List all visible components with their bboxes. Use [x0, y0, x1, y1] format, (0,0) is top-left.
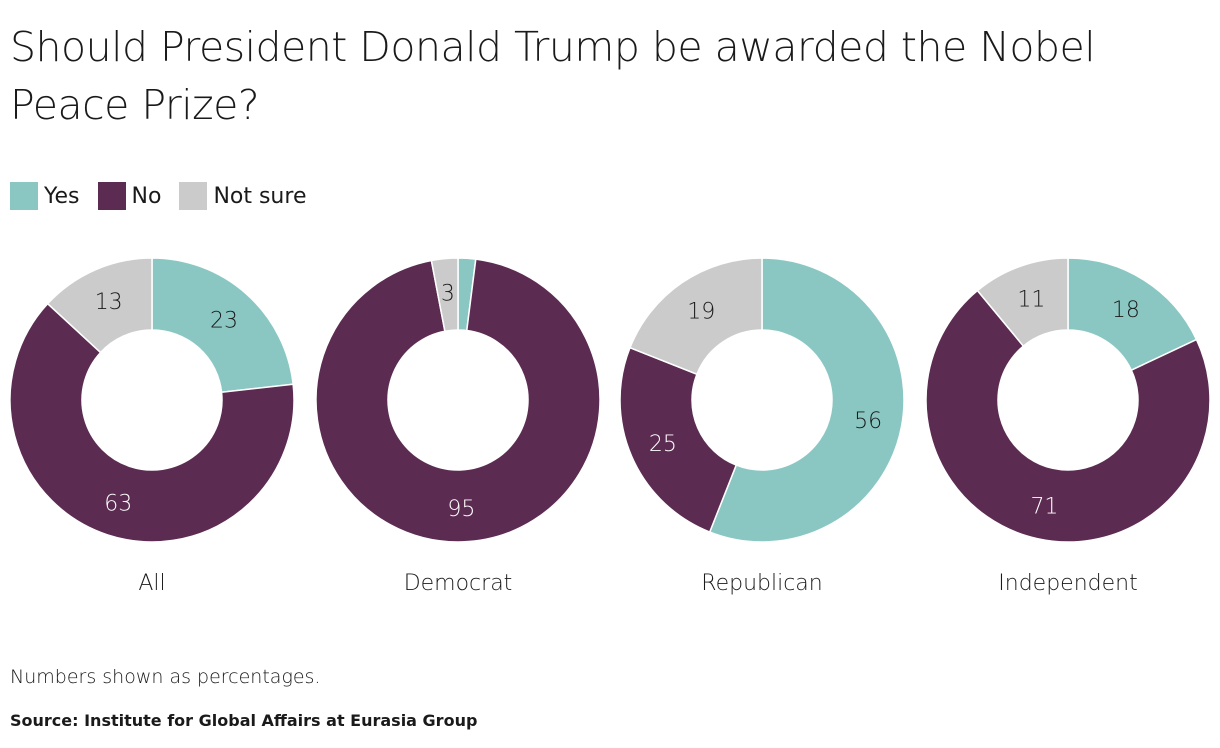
legend-swatch-not-sure [179, 182, 208, 210]
donut-slice-not-sure [430, 257, 459, 333]
legend: Yes No Not sure [10, 182, 306, 210]
donut-slice-yes [708, 257, 905, 543]
donut-slice-not-sure [46, 257, 153, 354]
category-label: Democrat [404, 571, 513, 596]
legend-swatch-no [97, 182, 126, 210]
data-label: 56 [854, 409, 882, 434]
data-label: 11 [1017, 287, 1045, 312]
donut-slice-no [925, 289, 1211, 543]
donut-charts: 23 63 13 All 95 3 Democrat 56 25 19 Republican 18 71… [9, 257, 1211, 596]
data-label: 3 [441, 281, 455, 306]
chart-title: Should President Donald Trump be awarded… [10, 23, 1096, 129]
legend-item-no: No [97, 182, 162, 210]
donut-slice-yes [1067, 257, 1198, 372]
donut-slice-yes [151, 257, 294, 394]
data-label: 63 [104, 492, 132, 517]
donut-slice-no [619, 346, 738, 534]
data-label: 13 [95, 290, 123, 315]
donut-slice-not-sure [976, 257, 1069, 348]
data-label: 18 [1112, 298, 1140, 323]
data-label: 25 [649, 432, 677, 457]
legend-item-yes: Yes [10, 182, 80, 210]
category-label: Republican [701, 571, 822, 596]
category-label: Independent [998, 571, 1137, 596]
category-label: All [138, 571, 165, 596]
donut-slice-no [9, 302, 295, 543]
source: Source: Institute for Global Affairs at … [10, 711, 478, 730]
donut-slice-not-sure [628, 257, 763, 376]
donut-slice-no [315, 258, 601, 543]
legend-label-yes: Yes [44, 183, 80, 209]
data-label: 23 [210, 309, 238, 334]
data-label: 19 [687, 300, 715, 325]
legend-item-not-sure: Not sure [179, 182, 306, 210]
legend-label-no: No [131, 183, 162, 209]
footnote: Numbers shown as percentages. [10, 666, 321, 688]
legend-label-not-sure: Not sure [213, 183, 307, 209]
data-label: 71 [1030, 494, 1058, 519]
data-label: 95 [447, 497, 475, 522]
legend-swatch-yes [10, 182, 38, 210]
